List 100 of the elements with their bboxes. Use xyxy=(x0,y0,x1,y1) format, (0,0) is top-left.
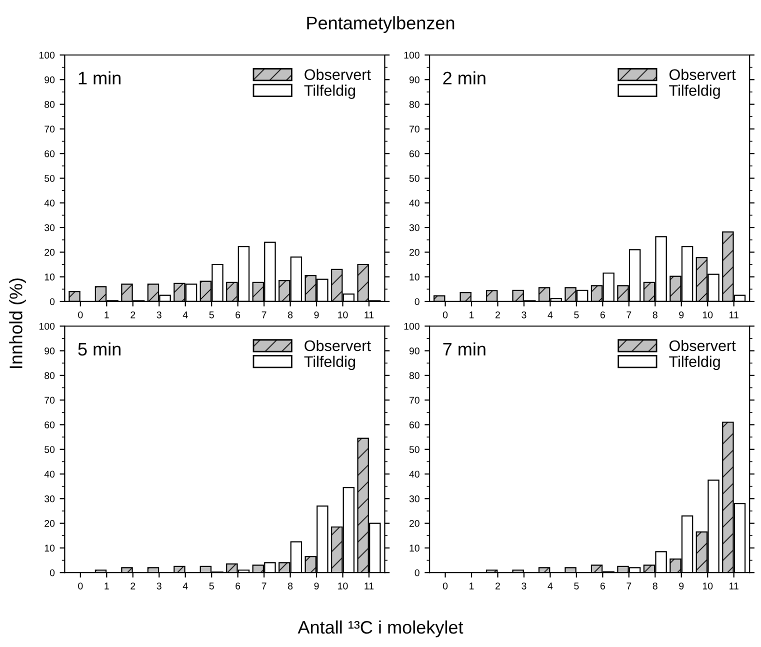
x-tick-label: 8 xyxy=(288,311,293,318)
x-tick-label: 0 xyxy=(442,582,448,590)
x-tick-label: 2 xyxy=(496,311,500,318)
y-tick-label: 40 xyxy=(44,200,55,206)
x-tick-label: 9 xyxy=(314,311,319,318)
y-tick-label: 100 xyxy=(39,322,55,330)
y-tick-label: 80 xyxy=(409,101,420,108)
y-tick-label: 20 xyxy=(44,520,55,527)
x-tick-label: 6 xyxy=(600,311,605,318)
y-tick-label: 50 xyxy=(409,446,420,453)
y-tick-label: 50 xyxy=(44,446,55,453)
x-axis-title: Antall ¹³C i molekylet xyxy=(298,620,464,638)
x-tick-label: 1 xyxy=(104,312,109,318)
x-tick-label: 3 xyxy=(522,311,526,318)
y-tick-label: 20 xyxy=(44,248,55,256)
x-tick-label: 10 xyxy=(338,582,348,590)
y-tick-label: 20 xyxy=(409,248,420,256)
legend-label: Observert xyxy=(669,68,736,80)
y-axis-title: Innhold (%) xyxy=(9,278,26,368)
y-tick-label: 0 xyxy=(50,298,55,306)
y-tick-label: 30 xyxy=(44,495,55,502)
y-tick-label: 50 xyxy=(44,174,55,182)
annotation: 1 min xyxy=(78,71,120,84)
y-tick-label: 40 xyxy=(409,200,420,206)
y-tick-label: 10 xyxy=(410,544,420,552)
x-tick-label: 9 xyxy=(314,582,319,590)
x-tick-label: 4 xyxy=(182,312,188,318)
y-tick-label: 100 xyxy=(404,322,420,330)
x-tick-label: 7 xyxy=(626,582,632,590)
y-tick-label: 30 xyxy=(409,224,420,232)
x-tick-label: 6 xyxy=(236,311,240,318)
x-tick-label: 4 xyxy=(548,312,553,318)
x-tick-label: 1 xyxy=(470,582,474,590)
y-tick-label: 70 xyxy=(44,396,55,404)
x-tick-label: 9 xyxy=(679,582,684,590)
y-tick-label: 90 xyxy=(44,348,55,354)
y-tick-label: 70 xyxy=(410,126,420,133)
legend-label: Tilfeldig xyxy=(669,356,720,370)
x-tick-label: 4 xyxy=(182,582,188,590)
x-tick-label: 3 xyxy=(156,311,162,318)
x-tick-label: 2 xyxy=(130,582,136,590)
y-tick-label: 40 xyxy=(44,470,55,478)
legend-label: Tilfeldig xyxy=(304,84,355,99)
y-tick-label: 50 xyxy=(409,174,420,182)
x-tick-label: 6 xyxy=(236,582,240,590)
y-tick-label: 0 xyxy=(414,569,420,576)
x-tick-label: 0 xyxy=(78,582,83,590)
x-tick-label: 7 xyxy=(262,312,266,318)
x-tick-label: 6 xyxy=(600,582,605,590)
y-tick-label: 100 xyxy=(39,52,55,59)
annotation: 5 min xyxy=(78,342,120,356)
y-tick-label: 70 xyxy=(410,396,420,404)
y-tick-label: 60 xyxy=(44,150,55,158)
x-tick-label: 5 xyxy=(209,312,214,318)
x-tick-label: 1 xyxy=(470,312,474,318)
legend-label: Tilfeldig xyxy=(669,84,720,99)
x-tick-label: 9 xyxy=(679,311,684,318)
y-tick-label: 90 xyxy=(409,76,420,84)
y-tick-label: 80 xyxy=(409,372,420,380)
chart-title: Pentametylbenzen xyxy=(307,16,454,34)
y-tick-label: 80 xyxy=(44,101,55,108)
y-tick-label: 0 xyxy=(414,298,420,306)
annotation: 2 min xyxy=(443,71,486,84)
legend-label: Tilfeldig xyxy=(304,356,355,370)
x-tick-label: 1 xyxy=(104,582,109,590)
x-tick-label: 0 xyxy=(442,311,448,318)
y-tick-label: 10 xyxy=(44,274,55,280)
x-tick-label: 11 xyxy=(364,312,374,318)
y-tick-label: 30 xyxy=(409,495,420,502)
y-tick-label: 60 xyxy=(409,421,420,428)
legend-label: Observert xyxy=(304,68,371,80)
x-tick-label: 4 xyxy=(548,582,553,590)
y-tick-label: 20 xyxy=(409,520,420,527)
x-tick-label: 11 xyxy=(364,582,374,590)
x-tick-label: 8 xyxy=(652,311,658,318)
x-tick-label: 10 xyxy=(702,311,713,318)
annotation: 7 min xyxy=(443,342,486,356)
y-tick-label: 80 xyxy=(44,372,55,380)
x-tick-label: 11 xyxy=(730,582,738,590)
x-tick-label: 7 xyxy=(262,582,266,590)
x-tick-label: 7 xyxy=(626,312,632,318)
x-tick-label: 3 xyxy=(156,582,162,590)
x-tick-label: 8 xyxy=(652,582,658,590)
y-tick-label: 90 xyxy=(409,348,420,354)
y-tick-label: 70 xyxy=(44,126,55,133)
x-tick-label: 0 xyxy=(78,311,83,318)
x-tick-label: 5 xyxy=(574,312,579,318)
y-tick-label: 40 xyxy=(409,470,420,478)
y-tick-label: 60 xyxy=(409,150,420,158)
legend-label: Observert xyxy=(669,340,736,352)
x-tick-label: 3 xyxy=(522,582,526,590)
x-tick-label: 10 xyxy=(338,311,348,318)
y-tick-label: 100 xyxy=(404,52,420,59)
x-tick-label: 5 xyxy=(574,582,579,590)
y-tick-label: 30 xyxy=(44,224,55,232)
x-tick-label: 10 xyxy=(702,582,713,590)
x-tick-label: 8 xyxy=(288,582,293,590)
y-tick-label: 0 xyxy=(50,569,55,576)
x-tick-label: 11 xyxy=(730,312,738,318)
y-tick-label: 60 xyxy=(44,421,55,428)
